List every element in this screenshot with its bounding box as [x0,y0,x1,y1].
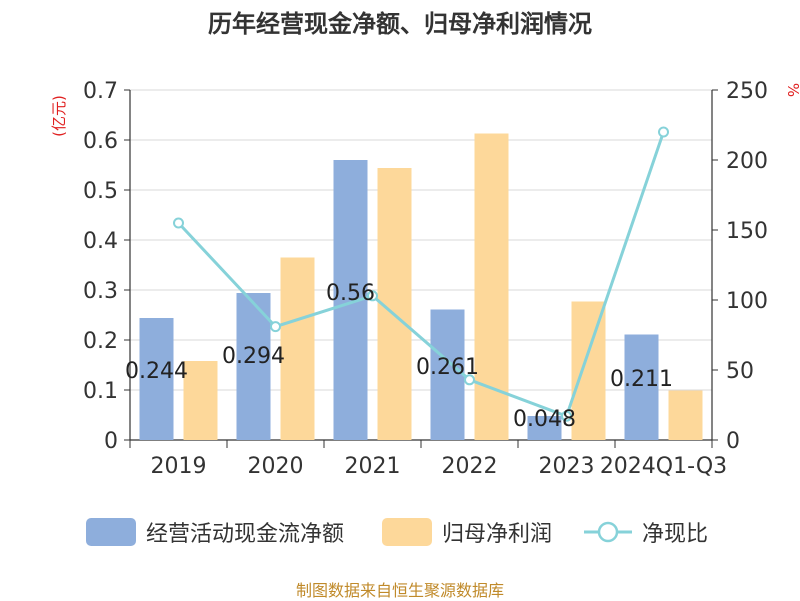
bar-cash-flow [139,318,174,440]
point-ratio [173,217,184,229]
legend-swatch-cash-flow [86,518,136,546]
chart: 0 0.1 0.2 0.3 0.4 0.5 0.6 0.7 0 50 100 150 200 250 (亿元… [50,79,800,479]
point-ratio [270,321,281,333]
bar-net-profit [668,390,703,440]
y-right-tick-label: 0 [726,429,740,454]
y-left-tick-label: 0.6 [83,129,118,154]
bar-net-profit [571,301,606,440]
data-label-cash-flow: 0.261 [416,355,479,380]
bar-cash-flow [624,334,659,440]
x-tick-label: 2023 [539,454,595,479]
data-label-cash-flow: 0.048 [513,407,576,432]
x-tick-label: 2019 [151,454,207,479]
y-left-unit-label: (亿元) [50,95,68,137]
legend-label-ratio: 净现比 [642,522,709,547]
legend-line-ratio-icon [584,521,632,543]
data-label-cash-flow: 0.56 [326,281,375,306]
bar-net-profit [280,257,315,440]
y-left-tick-label: 0.2 [83,329,118,354]
y-left-tick-label: 0.4 [83,229,118,254]
data-label-cash-flow: 0.294 [222,344,285,369]
x-tick-label: 2022 [442,454,498,479]
chart-legend: 经营活动现金流净额 归母净利润 净现比 [0,512,800,552]
data-label-cash-flow: 0.244 [125,359,188,384]
y-right-tick-label: 50 [726,359,754,384]
bar-net-profit [183,361,218,440]
line-ratio [177,131,665,419]
legend-item-ratio[interactable]: 净现比 [582,512,708,552]
bar-cash-flow [527,416,562,440]
y-right-tick-label: 100 [726,289,768,314]
x-tick-label: 2024Q1-Q3 [600,454,727,479]
y-left-tick-label: 0.3 [83,279,118,304]
x-tick-label: 2021 [345,454,401,479]
y-right-tick-label: 250 [726,79,768,104]
y-right-tick-label: 150 [726,219,768,244]
point-ratio [464,374,475,386]
point-ratio [367,290,378,302]
x-tick-label: 2020 [248,454,304,479]
y-left-tick-label: 0.7 [83,79,118,104]
legend-item-net-profit[interactable]: 归母净利润 [382,512,552,552]
y-left-tick-label: 0 [104,429,118,454]
legend-item-cash-flow[interactable]: 经营活动现金流净额 [86,512,344,552]
legend-swatch-net-profit [382,518,432,546]
chart-title: 历年经营现金净额、归母净利润情况 [208,10,592,38]
y-left-tick-label: 0.5 [83,179,118,204]
y-left-tick-label: 0.1 [83,379,118,404]
y-right-unit-label: % [784,83,800,97]
point-ratio [561,410,572,422]
bar-cash-flow [430,309,465,440]
point-ratio [658,126,669,138]
data-source-note: 制图数据来自恒生聚源数据库 [295,581,504,600]
data-label-cash-flow: 0.211 [610,367,673,392]
legend-label-net-profit: 归母净利润 [442,522,553,547]
bar-cash-flow [236,293,271,440]
y-right-tick-label: 200 [726,149,768,174]
legend-label-cash-flow: 经营活动现金流净额 [146,522,345,547]
